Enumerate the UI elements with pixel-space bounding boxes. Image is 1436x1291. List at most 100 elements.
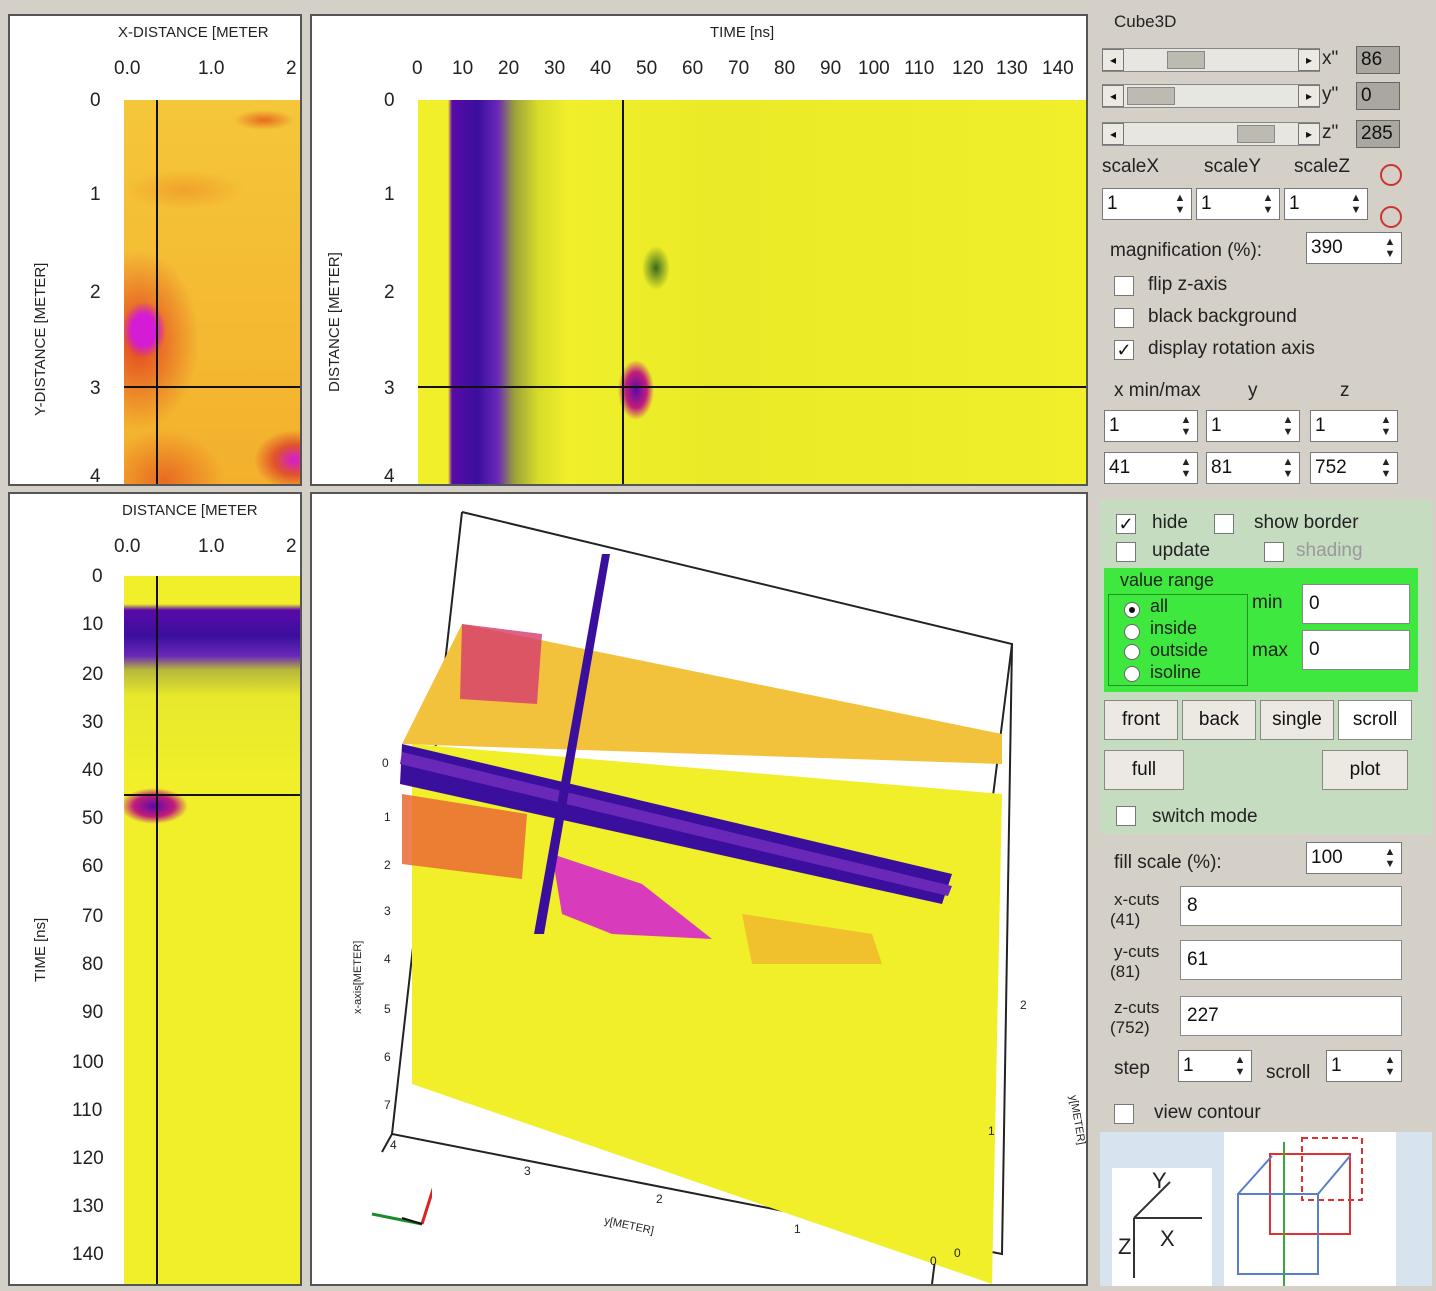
z-minmax-label: z — [1340, 380, 1350, 401]
z-slider[interactable]: ◂ ▸ — [1102, 122, 1320, 146]
fill-scale-input[interactable]: 100 ▲ ▼ — [1306, 842, 1402, 874]
radio-inside[interactable] — [1124, 624, 1140, 640]
cube-bottom-tick: 4 — [390, 1138, 397, 1152]
scale-z-input[interactable]: 1 ▲ ▼ — [1284, 188, 1368, 220]
zoom-out-icon[interactable] — [1380, 206, 1402, 228]
spinner-arrows-icon[interactable]: ▲ ▼ — [1180, 414, 1192, 438]
y-tick: 30 — [82, 712, 104, 733]
z-slider-label: z" — [1322, 122, 1339, 143]
view-contour-checkbox[interactable] — [1114, 1104, 1134, 1124]
x-max-input[interactable]: 41 ▲ ▼ — [1104, 452, 1198, 484]
z-cuts-input[interactable]: 227 — [1180, 996, 1402, 1036]
y-min-input[interactable]: 1 ▲ ▼ — [1206, 410, 1300, 442]
spinner-arrows-icon[interactable]: ▲ ▼ — [1384, 1054, 1396, 1078]
black-background-checkbox[interactable] — [1114, 308, 1134, 328]
y-tick: 100 — [72, 1052, 104, 1073]
x-slider-value: 86 — [1356, 46, 1400, 74]
scroll-button[interactable]: scroll — [1338, 700, 1412, 740]
cube3d-group-title: Cube3D — [1114, 12, 1177, 31]
y-slider-left-button[interactable]: ◂ — [1102, 85, 1124, 107]
z-max-input[interactable]: 752 ▲ ▼ — [1310, 452, 1398, 484]
xy-slice-image[interactable] — [124, 100, 300, 484]
spinner-arrows-icon[interactable]: ▲ ▼ — [1380, 456, 1392, 480]
spinner-arrows-icon[interactable]: ▲ ▼ — [1282, 414, 1294, 438]
time-profile-panel[interactable]: DISTANCE [METER 0.0 1.0 2 TIME [ns] 0 10… — [8, 492, 302, 1286]
scroll-input[interactable]: 1 ▲ ▼ — [1326, 1050, 1402, 1082]
front-button[interactable]: front — [1104, 700, 1178, 740]
cube-side-tick: 2 — [1020, 998, 1027, 1012]
spinner-arrows-icon[interactable]: ▲ ▼ — [1350, 192, 1362, 216]
update-checkbox[interactable] — [1116, 542, 1136, 562]
x-tick: 2 — [286, 536, 297, 557]
spinner-arrows-icon[interactable]: ▲ ▼ — [1262, 192, 1274, 216]
scale-y-input[interactable]: 1 ▲ ▼ — [1196, 188, 1280, 220]
y-max-input[interactable]: 81 ▲ ▼ — [1206, 452, 1300, 484]
y-tick: 50 — [82, 808, 104, 829]
switch-mode-checkbox[interactable] — [1116, 806, 1136, 826]
x-slider[interactable]: ◂ ▸ — [1102, 48, 1320, 72]
z-min-input[interactable]: 1 ▲ ▼ — [1310, 410, 1398, 442]
scale-x-input[interactable]: 1 ▲ ▼ — [1102, 188, 1192, 220]
cube-bottom-tick: 0 — [930, 1254, 937, 1268]
y-slider[interactable]: ◂ ▸ — [1102, 84, 1320, 108]
cube-left-tick: 1 — [384, 810, 391, 824]
range-max-input[interactable]: 0 — [1302, 630, 1410, 670]
x-axis-title: DISTANCE [METER — [122, 502, 258, 519]
scale-x-label: scaleX — [1102, 156, 1160, 177]
hide-checkbox[interactable]: ✓ — [1116, 514, 1136, 534]
z-slider-thumb[interactable] — [1237, 125, 1275, 143]
x-min-input[interactable]: 1 ▲ ▼ — [1104, 410, 1198, 442]
x-cuts-input[interactable]: 8 — [1180, 886, 1402, 926]
y-tick: 90 — [82, 1002, 104, 1023]
x-cuts-label: x-cuts — [1114, 890, 1160, 909]
spinner-arrows-icon[interactable]: ▲ ▼ — [1234, 1054, 1246, 1078]
cube-3d-canvas[interactable] — [312, 494, 1086, 1284]
y-slider-thumb[interactable] — [1127, 87, 1175, 105]
step-input[interactable]: 1 ▲ ▼ — [1178, 1050, 1252, 1082]
cube-3d-view[interactable]: 0 1 2 3 4 5 6 7 4 3 2 1 0 2 1 0 x-axis[M… — [310, 492, 1088, 1286]
x-tick: 20 — [498, 58, 520, 79]
x-slider-thumb[interactable] — [1167, 51, 1205, 69]
y-slider-right-button[interactable]: ▸ — [1298, 85, 1320, 107]
x-tick: 100 — [858, 58, 890, 79]
spinner-arrows-icon[interactable]: ▲ ▼ — [1174, 192, 1186, 216]
time-profile-image[interactable] — [124, 576, 300, 1284]
view-contour-label: view contour — [1154, 1102, 1261, 1123]
time-slice-panel[interactable]: TIME [ns] 0 10 20 30 40 50 60 70 80 90 1… — [310, 14, 1088, 486]
x-minmax-label: x min/max — [1114, 380, 1201, 401]
flip-z-checkbox[interactable] — [1114, 276, 1134, 296]
y-tick: 1 — [90, 184, 101, 205]
axes-thumbnail[interactable]: Y X Z — [1112, 1168, 1212, 1286]
shading-checkbox[interactable] — [1264, 542, 1284, 562]
back-button[interactable]: back — [1182, 700, 1256, 740]
x-slider-left-button[interactable]: ◂ — [1102, 49, 1124, 71]
single-button[interactable]: single — [1260, 700, 1334, 740]
spinner-arrows-icon[interactable]: ▲ ▼ — [1380, 414, 1392, 438]
y-slider-label: y" — [1322, 84, 1339, 105]
plot-button[interactable]: plot — [1322, 750, 1408, 790]
x-slider-right-button[interactable]: ▸ — [1298, 49, 1320, 71]
spinner-arrows-icon[interactable]: ▲ ▼ — [1180, 456, 1192, 480]
z-slider-right-button[interactable]: ▸ — [1298, 123, 1320, 145]
full-button[interactable]: full — [1104, 750, 1184, 790]
x-tick: 70 — [728, 58, 750, 79]
range-min-input[interactable]: 0 — [1302, 584, 1410, 624]
z-slider-left-button[interactable]: ◂ — [1102, 123, 1124, 145]
radio-outside[interactable] — [1124, 644, 1140, 660]
xy-slice-panel[interactable]: X-DISTANCE [METER 0.0 1.0 2 Y-DISTANCE [… — [8, 14, 302, 486]
spinner-arrows-icon[interactable]: ▲ ▼ — [1282, 456, 1294, 480]
show-border-label: show border — [1254, 512, 1359, 533]
spinner-arrows-icon[interactable]: ▲ ▼ — [1384, 846, 1396, 870]
rotation-axis-checkbox[interactable]: ✓ — [1114, 340, 1134, 360]
magnification-input[interactable]: 390 ▲ ▼ — [1306, 232, 1402, 264]
spinner-arrows-icon[interactable]: ▲ ▼ — [1384, 236, 1396, 260]
cube-thumbnail[interactable] — [1224, 1132, 1396, 1286]
radio-all[interactable] — [1124, 602, 1140, 618]
y-tick: 0 — [90, 90, 101, 111]
y-cuts-input[interactable]: 61 — [1180, 940, 1402, 980]
time-slice-image[interactable] — [418, 100, 1086, 484]
zoom-in-icon[interactable] — [1380, 164, 1402, 186]
y-tick: 10 — [82, 614, 104, 635]
radio-isoline[interactable] — [1124, 666, 1140, 682]
show-border-checkbox[interactable] — [1214, 514, 1234, 534]
